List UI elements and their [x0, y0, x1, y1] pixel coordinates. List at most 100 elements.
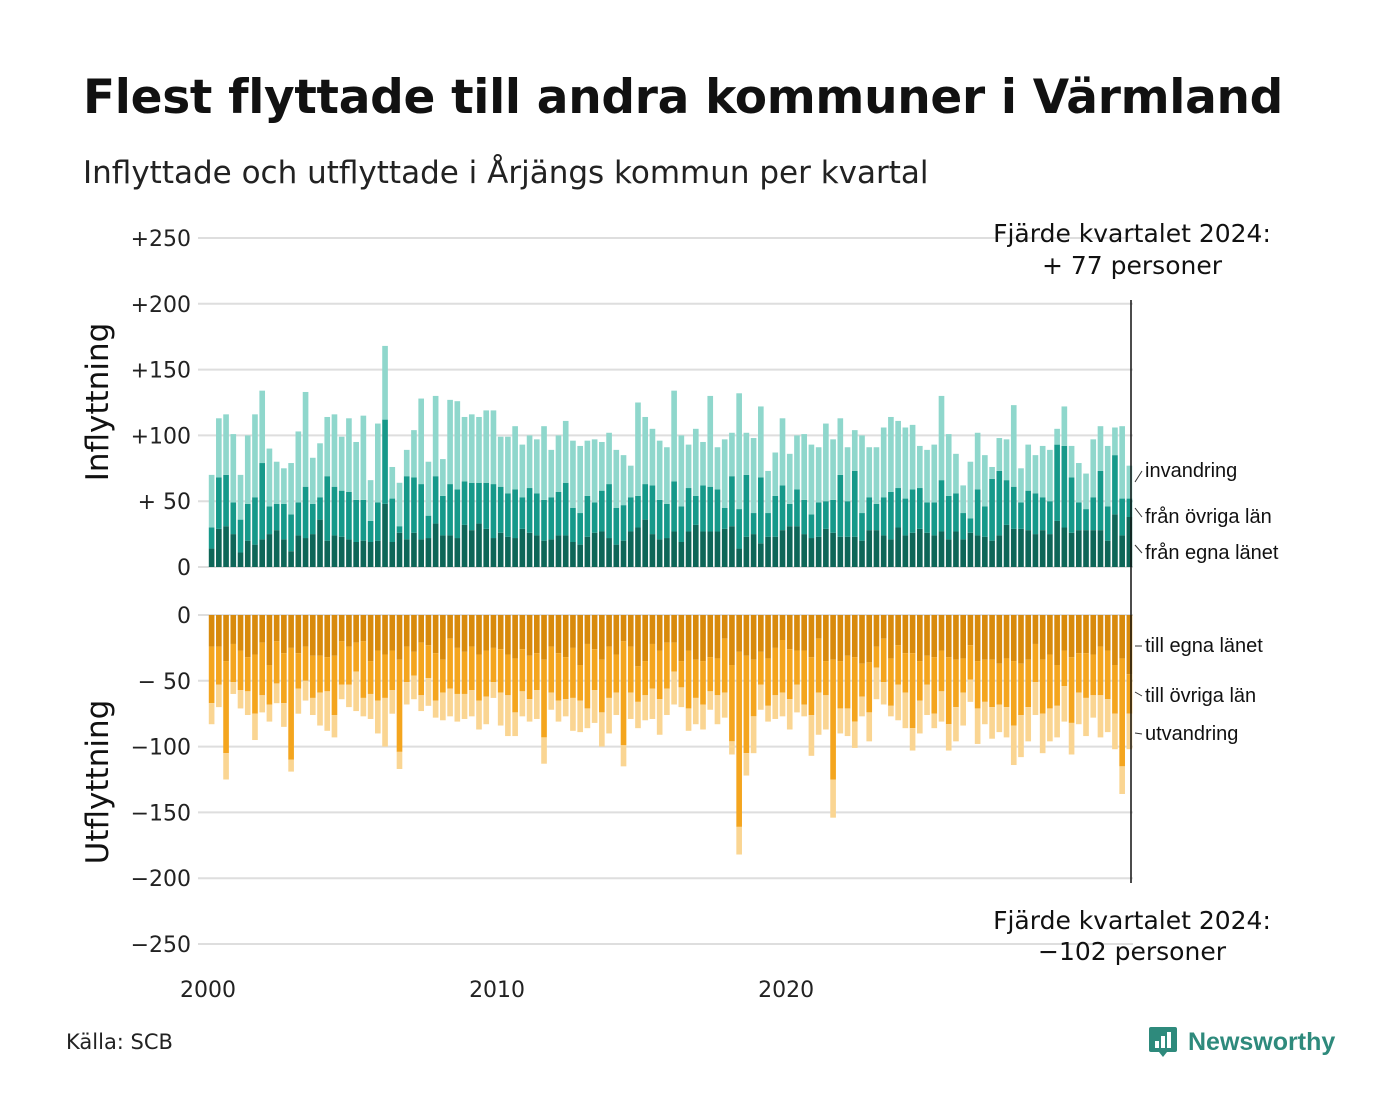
outflow-bar-segment [237, 650, 244, 691]
inflow-bar-segment [1054, 520, 1060, 567]
outflow-bar-segment [1119, 766, 1125, 794]
inflow-bar-segment [989, 540, 995, 567]
outflow-bar-segment [432, 615, 439, 654]
outflow-bar-segment [519, 615, 526, 650]
inflow-bar-segment [382, 419, 388, 504]
inflow-bar-segment [425, 461, 432, 516]
outflow-bar-segment [772, 647, 779, 696]
outflow-bar-segment [873, 646, 880, 668]
inflow-bar-segment [779, 530, 786, 567]
outflow-bar-segment [389, 690, 396, 714]
inflow-bar-segment [533, 493, 540, 536]
inflow-bar-segment [432, 523, 439, 567]
inflow-bar-segment [418, 398, 425, 485]
outflow-bar-segment [541, 615, 547, 660]
outflow-bar-segment [967, 645, 974, 680]
outflow-bar-segment [982, 701, 988, 725]
inflow-bar-segment [794, 435, 800, 490]
outflow-bar-segment [953, 615, 959, 660]
inflow-bar-segment [505, 493, 511, 537]
inflow-bar-segment [1083, 473, 1089, 510]
series-label: utvandring [1145, 723, 1238, 745]
outflow-bar-segment [266, 615, 273, 666]
outflow-bar-segment [830, 779, 836, 818]
inflow-bar-segment [635, 527, 641, 567]
inflow-bar-segment [974, 535, 981, 567]
inflow-bar-segment [627, 465, 634, 498]
inflow-bar-segment [533, 535, 540, 567]
series-labels: invandring från övriga län från egna länet… [1134, 460, 1279, 745]
inflow-bar-segment [505, 436, 511, 494]
series-label: från övriga län [1145, 506, 1272, 528]
inflow-bar-segment [830, 532, 836, 567]
inflow-bar-segment [555, 491, 562, 536]
outflow-bar-segment [1032, 643, 1039, 683]
outflow-bar-segment [664, 642, 670, 689]
outflow-bar-segment [938, 650, 945, 692]
inflow-bar-segment [252, 414, 258, 498]
outflow-bar-segment [497, 692, 504, 726]
inflow-bar-segment [1068, 445, 1075, 478]
outflow-bars [208, 615, 1133, 855]
inflow-bar-segment [794, 489, 800, 527]
inflow-bar-segment [721, 528, 728, 567]
outflow-bar-segment [367, 693, 374, 719]
outflow-bar-segment [432, 653, 439, 701]
outflow-bar-segment [591, 615, 598, 650]
inflow-bar-segment [476, 523, 482, 567]
outflow-bar-segment [1039, 615, 1046, 660]
inflow-bar-segment [967, 461, 974, 519]
inflow-bar-segment [707, 395, 714, 487]
inflow-bar-segment [613, 449, 620, 508]
outflow-bar-segment [765, 705, 771, 722]
inflow-bar-segment [750, 534, 757, 567]
inflow-bar-segment [259, 390, 266, 464]
outflow-bar-segment [736, 615, 742, 652]
inflow-bar-segment [678, 435, 685, 507]
inflow-bar-segment [989, 478, 995, 541]
outflow-bar-segment [418, 642, 425, 696]
outflow-bar-segment [411, 651, 417, 676]
inflow-bar-segment [1112, 514, 1118, 567]
outflow-bar-segment [1097, 695, 1104, 738]
outflow-bar-segment [562, 615, 569, 658]
inflow-bar-segment [346, 491, 352, 540]
inflow-bar-segment [244, 503, 251, 541]
outflow-bar-segment [505, 695, 511, 737]
inflow-bar-segment [916, 488, 923, 529]
inflow-bar-segment [765, 536, 771, 567]
outflow-bar-segment [953, 707, 959, 742]
inflow-bar-segment [591, 532, 598, 567]
inflow-bar-segment [1090, 530, 1097, 567]
inflow-bar-segment [779, 418, 786, 486]
inflow-bar-segment [295, 502, 302, 536]
inflow-bar-segment [367, 541, 374, 567]
outflow-bar-segment [700, 704, 706, 730]
inflow-bar-segment [302, 486, 309, 539]
inflow-bar-segment [490, 484, 497, 539]
inflow-bar-segment [288, 514, 294, 552]
inflow-bar-segment [989, 466, 995, 479]
outflow-bar-segment [562, 657, 569, 700]
inflow-bar-segment [953, 453, 959, 494]
inflow-bar-segment [281, 503, 287, 540]
outflow-bar-segment [924, 615, 930, 656]
inflow-bar-segment [808, 514, 815, 539]
inflow-bar-segment [642, 519, 649, 567]
outflow-bar-segment [468, 646, 475, 691]
inflow-bar-segment [338, 490, 345, 537]
outflow-bar-segment [555, 653, 562, 701]
inflow-bar-segment [577, 513, 583, 545]
outflow-bar-segment [1039, 659, 1046, 714]
inflow-bar-segment [801, 534, 808, 567]
inflow-bar-segment [490, 538, 497, 567]
outflow-bar-segment [873, 667, 880, 700]
outflow-bar-segment [259, 695, 266, 713]
outflow-bar-segment [794, 615, 800, 651]
outflow-bar-segment [317, 692, 323, 726]
inflow-bar-segment [418, 539, 425, 567]
outflow-bar-segment [736, 826, 742, 855]
outflow-bar-segment [967, 615, 974, 646]
outflow-bar-segment [1126, 713, 1133, 750]
outflow-bar-segment [244, 691, 251, 716]
